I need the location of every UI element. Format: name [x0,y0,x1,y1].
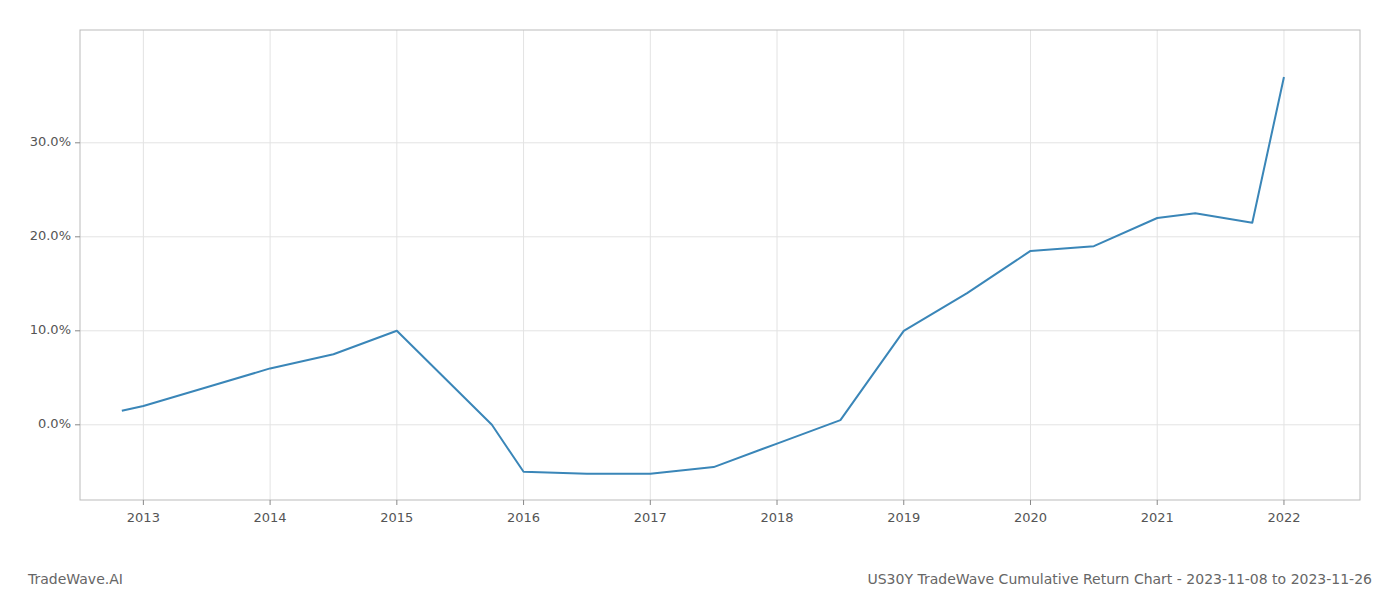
x-tick [650,500,651,505]
y-tick-label: 20.0% [30,228,71,243]
x-tick-label: 2015 [380,510,413,525]
x-tick-label: 2019 [887,510,920,525]
x-tick-label: 2018 [760,510,793,525]
x-tick [777,500,778,505]
plot-frame [80,30,1360,500]
grid [80,30,1360,500]
x-tick [523,500,524,505]
chart: 2013 2014 2015 2016 2017 2018 2019 2020 2021 2022… [0,0,1400,600]
x-tick [903,500,904,505]
y-tick [75,330,80,331]
x-tick-label: 2017 [634,510,667,525]
x-tick-label: 2020 [1014,510,1047,525]
x-tick-label: 2022 [1267,510,1300,525]
x-tick [1157,500,1158,505]
grid-line-y [80,142,1360,143]
y-tick-label: 10.0% [30,322,71,337]
x-tick [270,500,271,505]
grid-line-x [143,30,144,500]
y-tick [75,142,80,143]
title: US30Y TradeWave Cumulative Return Chart … [867,571,1372,587]
grid-line-x [903,30,904,500]
watermark: TradeWave.AI [27,571,123,587]
grid-line-x [1030,30,1031,500]
x-tick [143,500,144,505]
x-tick-label: 2014 [254,510,287,525]
line-series [122,77,1284,474]
x-tick-label: 2021 [1141,510,1174,525]
grid-line-x [1157,30,1158,500]
grid-line-y [80,424,1360,425]
x-tick-label: 2016 [507,510,540,525]
axes: 2013 2014 2015 2016 2017 2018 2019 2020 2021 2022… [30,134,1301,525]
grid-line-y [80,236,1360,237]
y-tick [75,236,80,237]
grid-line-x [396,30,397,500]
plot-area [122,77,1284,474]
x-tick [1283,500,1284,505]
grid-line-y [80,330,1360,331]
grid-line-x [777,30,778,500]
y-tick-label: 0.0% [38,416,71,431]
grid-line-x [650,30,651,500]
x-tick [1030,500,1031,505]
grid-line-x [1283,30,1284,500]
grid-line-x [523,30,524,500]
x-tick [396,500,397,505]
y-tick [75,424,80,425]
x-tick-label: 2013 [127,510,160,525]
grid-line-x [270,30,271,500]
y-tick-label: 30.0% [30,134,71,149]
